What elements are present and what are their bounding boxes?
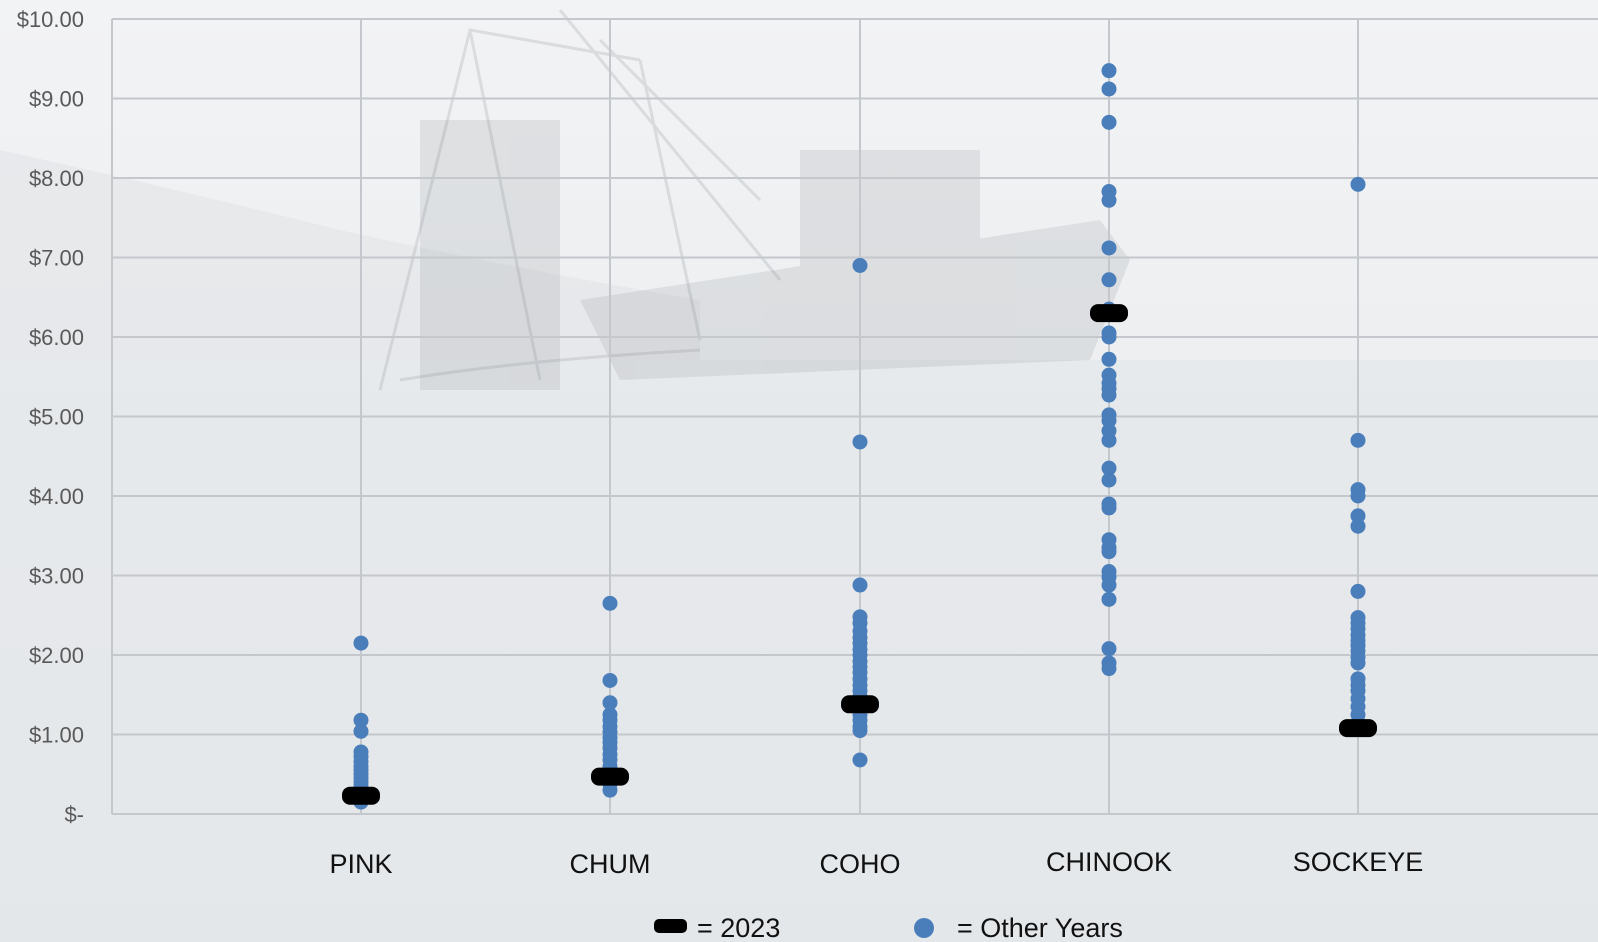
point-other-years-chinook — [1101, 591, 1117, 607]
point-other-years-chum — [602, 595, 618, 611]
x-category-label-chum: CHUM — [570, 849, 651, 879]
y-tick-label: $9.00 — [29, 87, 84, 112]
point-other-years-coho — [852, 723, 868, 739]
point-other-years-chinook — [1101, 432, 1117, 448]
legend-2023-swatch — [654, 919, 687, 933]
point-other-years-sockeye — [1350, 432, 1366, 448]
point-other-years-chinook — [1101, 472, 1117, 488]
point-other-years-sockeye — [1350, 176, 1366, 192]
point-other-years-sockeye — [1350, 508, 1366, 524]
point-other-years-chinook — [1101, 544, 1117, 560]
y-tick-label: $10.00 — [17, 7, 84, 32]
point-other-years-sockeye — [1350, 488, 1366, 504]
y-tick-label: $5.00 — [29, 405, 84, 430]
legend-2023-label: = 2023 — [697, 913, 780, 942]
x-axis-category-labels: PINK CHUM COHO CHINOOK SOCKEYE — [329, 847, 1423, 879]
point-2023-coho — [841, 695, 879, 714]
legend-other-years-label: = Other Years — [957, 913, 1123, 942]
point-other-years-chinook — [1101, 114, 1117, 130]
point-other-years-chinook — [1101, 500, 1117, 516]
point-2023-sockeye — [1339, 719, 1377, 738]
point-other-years-sockeye — [1350, 518, 1366, 534]
point-other-years-pink — [353, 723, 369, 739]
point-other-years-chinook — [1101, 240, 1117, 256]
point-other-years-chinook — [1101, 351, 1117, 367]
point-other-years-chinook — [1101, 387, 1117, 403]
legend: = 2023 = Other Years — [654, 913, 1123, 942]
point-other-years-coho — [852, 752, 868, 768]
point-other-years-chinook — [1101, 641, 1117, 657]
point-other-years-pink — [353, 635, 369, 651]
point-other-years-chum — [602, 672, 618, 688]
y-tick-label: $3.00 — [29, 564, 84, 589]
y-tick-label: $2.00 — [29, 643, 84, 668]
y-tick-label: $- — [64, 802, 84, 827]
point-other-years-chinook — [1101, 63, 1117, 79]
y-tick-label: $7.00 — [29, 246, 84, 271]
x-category-label-chinook: CHINOOK — [1046, 847, 1172, 877]
point-2023-pink — [342, 786, 380, 805]
point-2023-chum — [591, 767, 629, 786]
point-other-years-chinook — [1101, 192, 1117, 208]
point-other-years-chinook — [1101, 412, 1117, 428]
y-tick-label: $1.00 — [29, 723, 84, 748]
point-other-years-chinook — [1101, 577, 1117, 593]
x-category-label-pink: PINK — [329, 849, 392, 879]
point-other-years-coho — [852, 257, 868, 273]
point-other-years-chinook — [1101, 81, 1117, 97]
data-points — [342, 63, 1377, 810]
y-tick-label: $6.00 — [29, 325, 84, 350]
point-other-years-sockeye — [1350, 655, 1366, 671]
x-category-label-sockeye: SOCKEYE — [1293, 847, 1424, 877]
point-other-years-coho — [852, 577, 868, 593]
point-other-years-chinook — [1101, 661, 1117, 677]
y-tick-label: $8.00 — [29, 166, 84, 191]
point-other-years-chum — [602, 695, 618, 711]
y-axis-tick-labels: $- $1.00 $2.00 $3.00 $4.00 $5.00 $6.00 $7.00 $8.… — [17, 7, 84, 827]
y-tick-label: $4.00 — [29, 484, 84, 509]
legend-other-years-swatch — [914, 918, 934, 938]
point-other-years-chum — [602, 782, 618, 798]
point-other-years-chinook — [1101, 329, 1117, 345]
x-category-label-coho: COHO — [820, 849, 901, 879]
point-other-years-pink — [353, 712, 369, 728]
point-other-years-chinook — [1101, 272, 1117, 288]
point-other-years-chinook — [1101, 460, 1117, 476]
point-2023-chinook — [1090, 304, 1128, 323]
point-other-years-coho — [852, 434, 868, 450]
point-other-years-sockeye — [1350, 583, 1366, 599]
